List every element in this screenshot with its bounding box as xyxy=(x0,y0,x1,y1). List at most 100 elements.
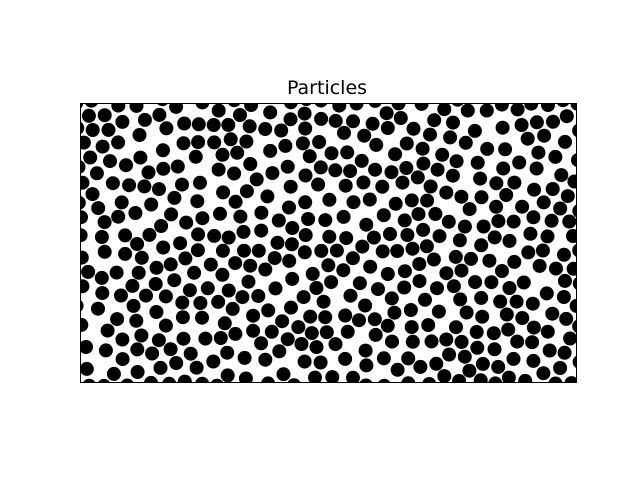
particle-30 xyxy=(414,103,429,111)
particle-319 xyxy=(336,263,351,278)
particle-63 xyxy=(144,375,158,382)
particle-366 xyxy=(378,378,391,382)
particle-77 xyxy=(473,373,488,382)
particle-252 xyxy=(305,266,320,281)
particle-312 xyxy=(572,277,576,290)
particle-377 xyxy=(309,340,324,355)
particle-190 xyxy=(443,130,458,145)
particle-399 xyxy=(525,335,540,350)
particle-78 xyxy=(130,365,145,379)
particle-97 xyxy=(474,290,489,305)
particle-440 xyxy=(223,132,238,147)
particle-250 xyxy=(397,264,412,279)
particle-8 xyxy=(324,275,339,290)
particle-276 xyxy=(149,260,164,275)
particle-448 xyxy=(439,332,454,347)
particle-98 xyxy=(484,275,499,290)
particle-352 xyxy=(454,189,469,204)
particle-100 xyxy=(81,108,96,123)
particle-72 xyxy=(134,328,149,343)
particle-256 xyxy=(316,294,331,309)
particle-69 xyxy=(397,280,412,295)
particle-433 xyxy=(475,356,490,371)
particle-282 xyxy=(111,103,126,113)
particle-314 xyxy=(567,174,576,189)
particle-75 xyxy=(366,230,381,245)
particle-146 xyxy=(91,201,106,216)
particle-332 xyxy=(564,376,576,382)
particle-389 xyxy=(368,327,383,342)
particle-153 xyxy=(365,116,380,131)
particle-287 xyxy=(475,309,490,324)
particle-236 xyxy=(454,263,469,278)
particle-275 xyxy=(535,243,550,258)
particle-14 xyxy=(132,128,147,142)
particle-192 xyxy=(356,175,371,190)
particle-147 xyxy=(424,334,439,349)
particle-293 xyxy=(468,275,483,290)
particle-410 xyxy=(313,355,328,370)
particle-154 xyxy=(298,121,313,136)
particle-220 xyxy=(169,103,184,114)
particle-215 xyxy=(421,318,436,333)
particle-476 xyxy=(304,326,319,341)
particle-418 xyxy=(459,305,474,320)
particle-461 xyxy=(562,214,576,229)
particle-3 xyxy=(397,213,412,228)
particle-130 xyxy=(80,175,90,190)
particle-426 xyxy=(395,175,410,190)
particle-321 xyxy=(158,289,173,304)
particle-316 xyxy=(557,247,571,262)
particle-54 xyxy=(479,103,494,118)
particle-191 xyxy=(254,205,269,220)
particle-127 xyxy=(368,162,383,177)
chart-title: Particles xyxy=(287,77,367,99)
particle-4 xyxy=(190,194,205,209)
particle-135 xyxy=(285,221,300,235)
particle-299 xyxy=(566,261,576,276)
particle-303 xyxy=(211,103,226,118)
particle-113 xyxy=(98,343,113,358)
particle-297 xyxy=(158,318,173,333)
particle-334 xyxy=(258,352,273,367)
particle-175 xyxy=(539,286,554,301)
particle-309 xyxy=(336,209,351,224)
particle-116 xyxy=(282,253,297,268)
particle-84 xyxy=(412,274,427,289)
particle-160 xyxy=(110,312,125,327)
particle-324 xyxy=(95,286,110,301)
particle-484 xyxy=(309,281,324,295)
particle-253 xyxy=(502,233,517,248)
particle-139 xyxy=(193,296,208,310)
particle-326 xyxy=(469,325,484,339)
particle-87 xyxy=(312,135,327,149)
particle-384 xyxy=(354,153,369,168)
particle-259 xyxy=(175,310,190,325)
particle-453 xyxy=(237,243,251,258)
particle-123 xyxy=(114,195,129,210)
particle-455 xyxy=(416,156,431,171)
particle-336 xyxy=(239,184,254,199)
particle-110 xyxy=(524,103,539,111)
particle-206 xyxy=(217,316,232,331)
particle-13 xyxy=(346,195,361,210)
particle-231 xyxy=(343,288,358,303)
particle-61 xyxy=(445,168,460,183)
particle-248 xyxy=(428,207,443,221)
particle-25 xyxy=(368,103,382,108)
particle-386 xyxy=(321,258,336,273)
particle-76 xyxy=(81,264,96,279)
particle-235 xyxy=(311,177,326,192)
particle-237 xyxy=(548,376,563,382)
particle-380 xyxy=(446,115,460,130)
particle-216 xyxy=(405,241,420,256)
particle-29 xyxy=(283,179,298,194)
particle-169 xyxy=(529,161,544,176)
particle-414 xyxy=(97,108,112,123)
particle-31 xyxy=(345,251,360,266)
particle-64 xyxy=(272,344,287,359)
particle-193 xyxy=(80,210,88,225)
particle-52 xyxy=(390,244,405,258)
particle-480 xyxy=(352,313,366,328)
